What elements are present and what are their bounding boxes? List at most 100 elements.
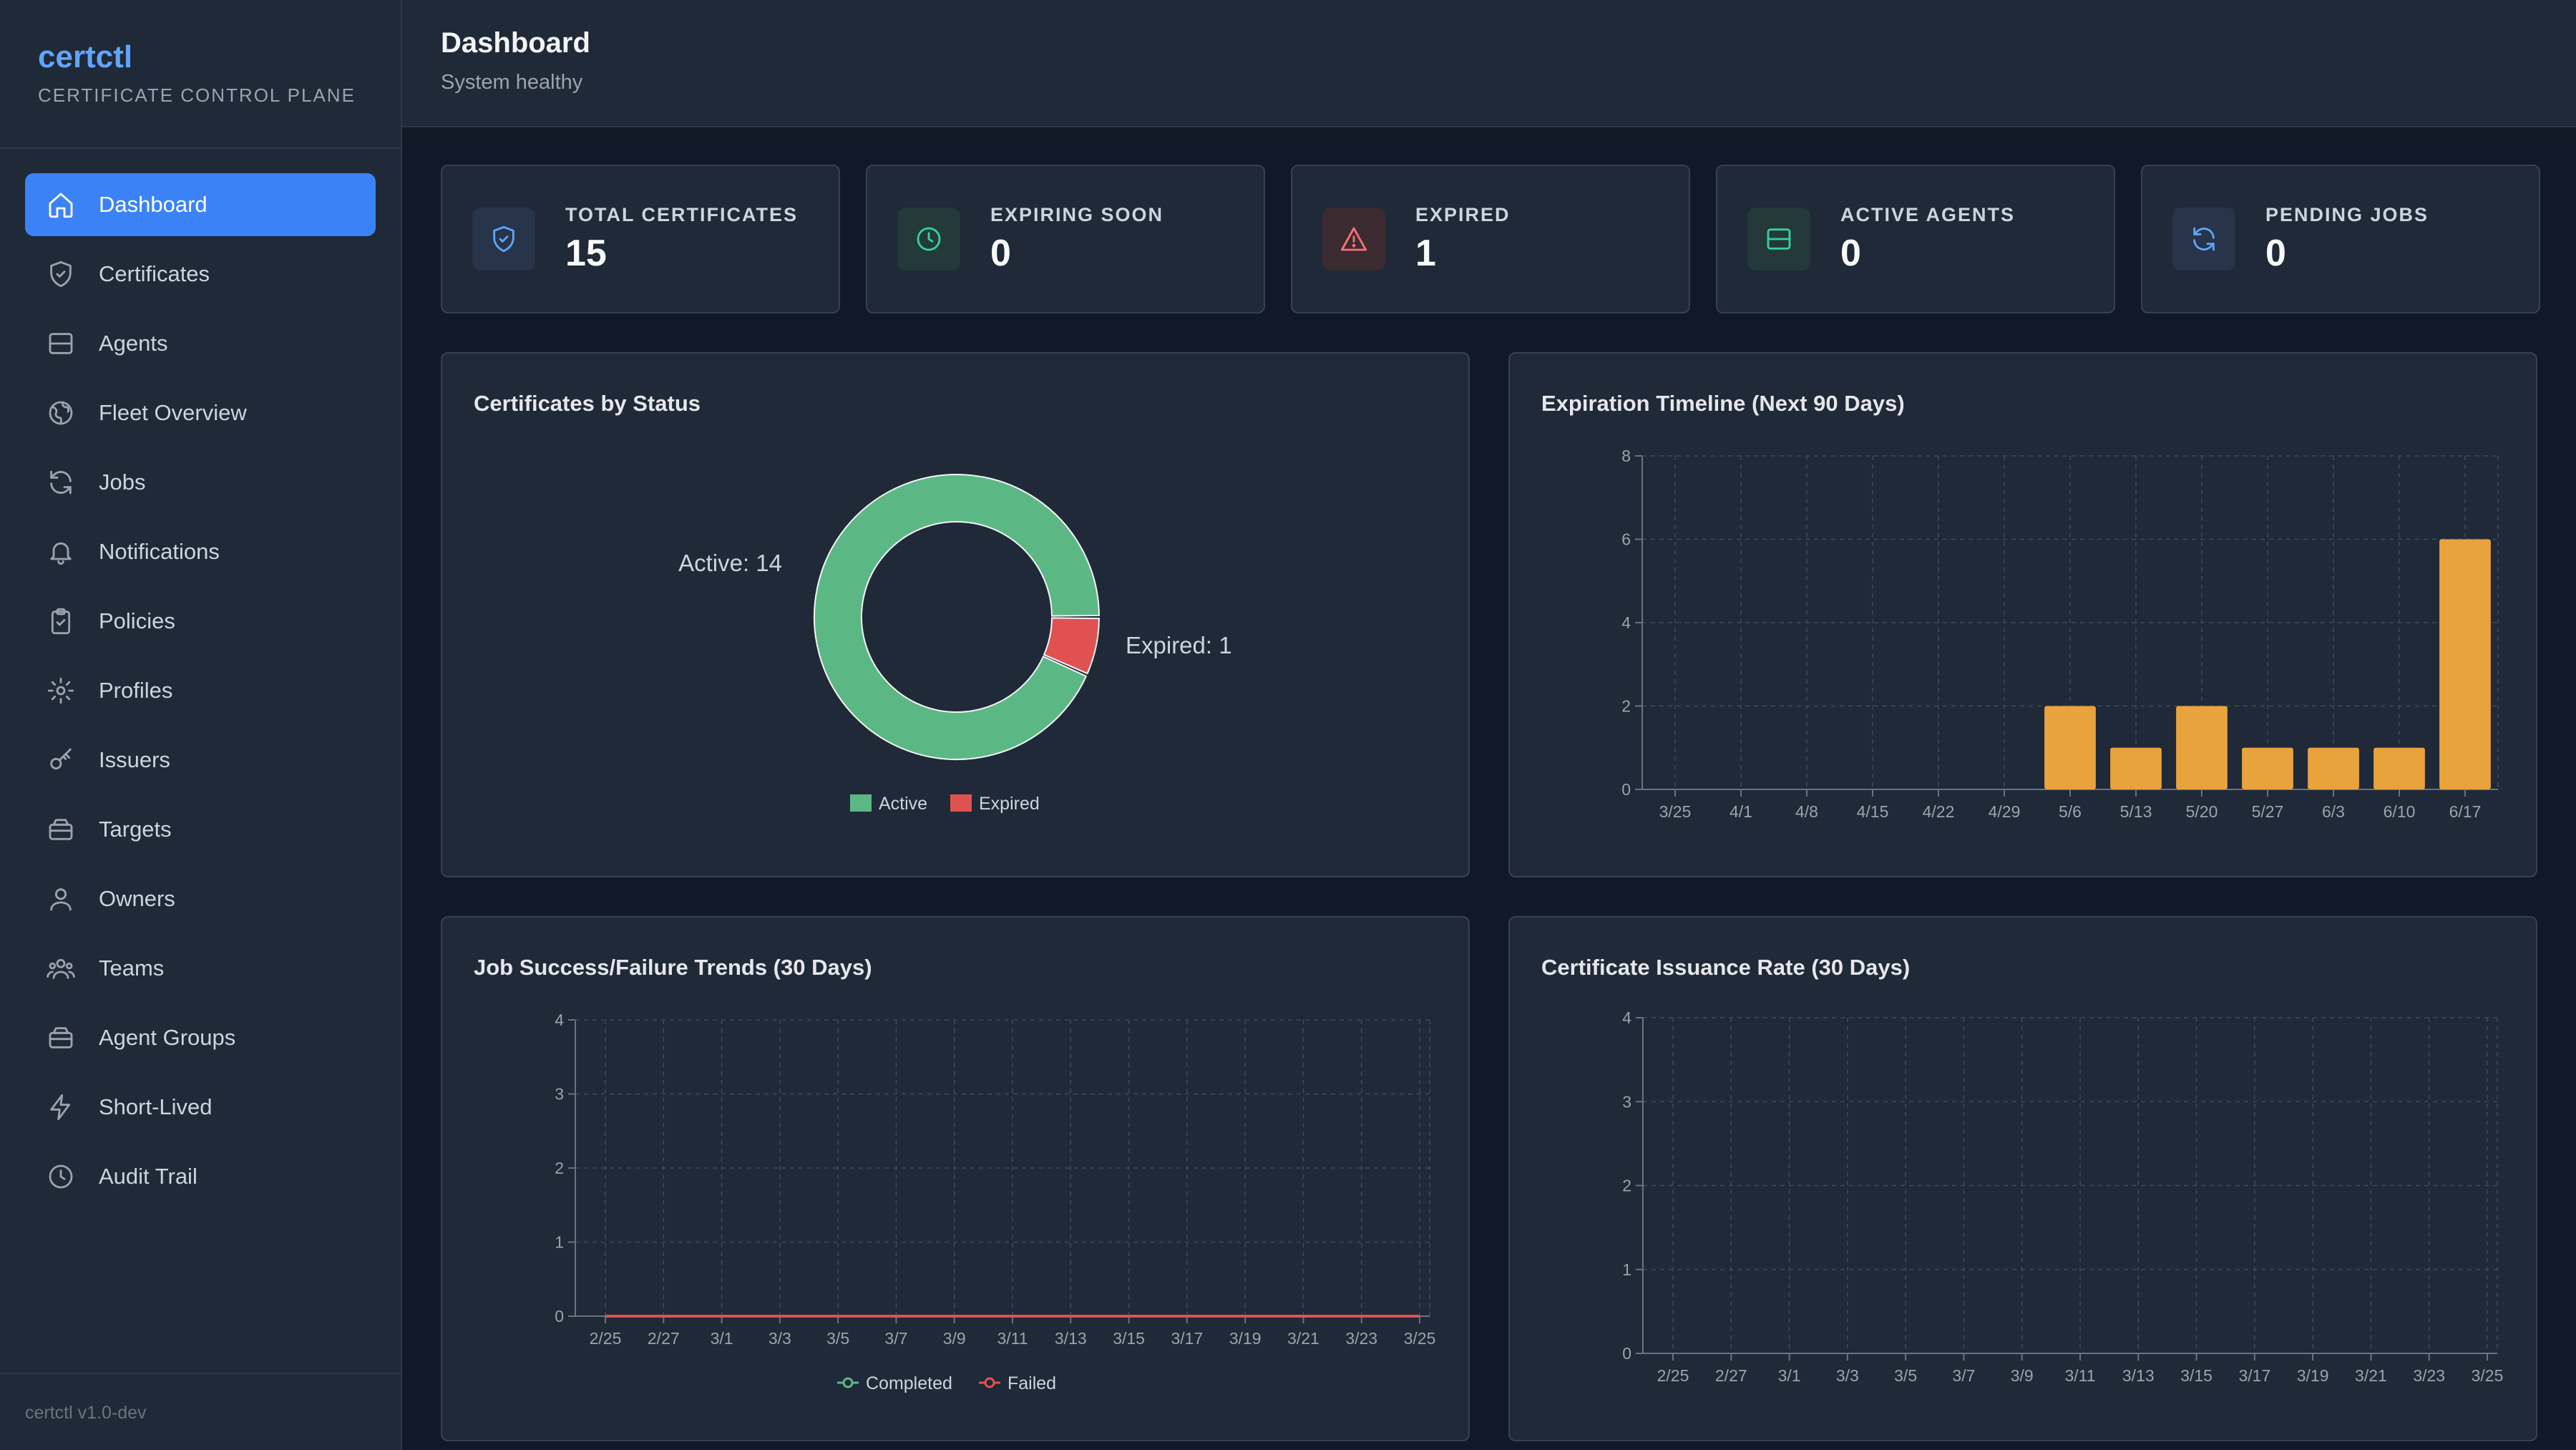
bar-6-3 — [2308, 747, 2359, 789]
stat-cards: TOTAL CERTIFICATES 15 EXPIRING SOON 0 EXPIRE… — [441, 165, 2540, 313]
user-icon — [50, 888, 72, 911]
sidebar-item-agents[interactable]: Agents — [25, 312, 376, 375]
users-icon — [47, 958, 75, 979]
panel-title: Expiration Timeline (Next 90 Days) — [1541, 391, 1905, 416]
gear-icon — [47, 677, 74, 704]
issuance-chart-panel: Certificate Issuance Rate (30 Days) 0 1 2 3… — [1508, 916, 2537, 1441]
slice-label-active: Active: 14 — [678, 550, 782, 576]
y-tick-label: 0 — [1622, 1344, 1631, 1363]
stat-card-expired[interactable]: EXPIRED 1 — [1291, 165, 1690, 313]
x-tick-label: 3/19 — [2297, 1366, 2329, 1385]
legend-marker-failed — [984, 1377, 995, 1388]
x-tick-label: 5/6 — [2059, 802, 2082, 821]
sidebar-item-fleet-overview[interactable]: Fleet Overview — [25, 381, 376, 444]
layers-icon — [49, 1027, 73, 1048]
stat-card-pending-jobs[interactable]: PENDING JOBS 0 — [2141, 165, 2540, 313]
sidebar-item-label: Agent Groups — [99, 1025, 236, 1050]
main-area: Dashboard System healthy TOTAL CERTIFICA… — [402, 0, 2576, 1450]
stat-label: EXPIRING SOON — [990, 203, 1164, 225]
x-tick-label: 3/9 — [2011, 1366, 2034, 1385]
x-tick-label: 4/8 — [1795, 802, 1818, 821]
x-tick-label: 3/11 — [2064, 1366, 2095, 1385]
x-tick-label: 3/19 — [1229, 1329, 1262, 1348]
stat-card-expiring-soon[interactable]: EXPIRING SOON 0 — [866, 165, 1265, 313]
stat-card-active-agents[interactable]: ACTIVE AGENTS 0 — [1716, 165, 2115, 313]
sidebar-item-label: Dashboard — [99, 192, 208, 217]
bar-5-6 — [2044, 706, 2096, 789]
clock-icon — [917, 227, 941, 251]
panel-title: Certificate Issuance Rate (30 Days) — [1541, 955, 1911, 980]
server-icon — [49, 333, 73, 354]
x-tick-label: 3/13 — [1055, 1329, 1087, 1348]
sidebar-item-label: Certificates — [99, 261, 210, 286]
sidebar-item-short-lived[interactable]: Short-Lived — [25, 1076, 376, 1139]
x-tick-label: 2/27 — [648, 1329, 680, 1348]
status-chart-panel: Certificates by Status Active: 14 Expired… — [441, 352, 1470, 877]
x-tick-label: 5/13 — [2120, 802, 2152, 821]
x-tick-label: 3/25 — [2472, 1366, 2504, 1385]
x-tick-label: 6/3 — [2322, 802, 2345, 821]
x-tick-label: 3/1 — [1778, 1366, 1801, 1385]
x-tick-label: 3/9 — [943, 1329, 966, 1348]
sidebar-item-audit-trail[interactable]: Audit Trail — [25, 1145, 376, 1208]
x-tick-label: 3/3 — [1836, 1366, 1859, 1385]
x-tick-label: 6/10 — [2384, 802, 2416, 821]
bar-5-20 — [2176, 706, 2228, 789]
expiration-bar-chart: 0 2 4 6 8 3/25 4/1 4/8 4/15 4/22 4/29 5/6 5/13 5/20 5/… — [1621, 447, 2499, 821]
sidebar-item-agent-groups[interactable]: Agent Groups — [25, 1006, 376, 1069]
sidebar-item-label: Policies — [99, 608, 175, 633]
stat-value: 0 — [1840, 232, 1861, 274]
x-tick-label: 3/15 — [2180, 1366, 2212, 1385]
key-icon — [50, 748, 72, 770]
legend-swatch-expired — [950, 794, 972, 812]
x-tick-label: 4/15 — [1857, 802, 1889, 821]
x-tick-label: 5/20 — [2186, 802, 2218, 821]
y-tick-label: 4 — [555, 1011, 564, 1029]
y-tick-label: 2 — [1622, 1177, 1631, 1195]
sidebar-item-owners[interactable]: Owners — [25, 867, 376, 930]
sidebar-item-profiles[interactable]: Profiles — [25, 659, 376, 722]
x-tick-label: 3/5 — [1894, 1366, 1917, 1385]
stat-icon-box — [897, 208, 960, 271]
sidebar-item-jobs[interactable]: Jobs — [25, 451, 376, 514]
slice-label-expired: Expired: 1 — [1126, 632, 1232, 658]
job-trends-line-chart: 0 1 2 3 4 2/25 2/27 3/1 3/3 3/5 3/7 3/9 3/11 3/13 3/15… — [555, 1011, 1435, 1393]
donut-slice-active — [814, 474, 1101, 760]
issuance-line-chart: 0 1 2 3 4 2/25 2/27 3/1 3/3 3/5 3/7 3/9 3/11 3/13 3/15… — [1622, 1008, 2504, 1385]
y-tick-label: 0 — [1621, 780, 1631, 799]
sidebar: certctl CERTIFICATE CONTROL PLANE Dashbo… — [0, 0, 402, 1450]
sidebar-item-notifications[interactable]: Notifications — [25, 520, 376, 583]
stat-value: 15 — [565, 232, 607, 274]
sidebar-item-issuers[interactable]: Issuers — [25, 729, 376, 792]
legend-swatch-active — [850, 794, 872, 812]
stat-icon-box — [1322, 208, 1385, 271]
page-header: Dashboard System healthy — [402, 0, 2576, 127]
x-tick-label: 2/25 — [590, 1329, 622, 1348]
stat-value: 0 — [2265, 232, 2286, 274]
brand-name[interactable]: certctl — [38, 39, 133, 74]
sidebar-item-policies[interactable]: Policies — [25, 590, 376, 653]
y-tick-label: 4 — [1622, 1008, 1631, 1027]
legend-label-completed: Completed — [866, 1373, 952, 1393]
stat-card-total-certificates[interactable]: TOTAL CERTIFICATES 15 — [441, 165, 840, 313]
sidebar-item-targets[interactable]: Targets — [25, 798, 376, 861]
dashboard-content: TOTAL CERTIFICATES 15 EXPIRING SOON 0 EXPIRE… — [402, 127, 2576, 1441]
globe-icon — [49, 401, 73, 425]
x-tick-label: 3/3 — [769, 1329, 791, 1348]
refresh-icon — [2193, 227, 2215, 251]
y-tick-label: 6 — [1621, 530, 1631, 549]
bar-6-10 — [2373, 747, 2425, 789]
x-tick-label: 3/17 — [2238, 1366, 2270, 1385]
x-tick-label: 4/22 — [1923, 802, 1955, 821]
sidebar-item-label: Fleet Overview — [99, 400, 247, 425]
sidebar-item-teams[interactable]: Teams — [25, 937, 376, 1000]
sidebar-item-certificates[interactable]: Certificates — [25, 243, 376, 306]
y-tick-label: 3 — [555, 1085, 564, 1104]
stat-label: PENDING JOBS — [2265, 203, 2429, 225]
x-tick-label: 5/27 — [2252, 802, 2284, 821]
y-tick-label: 3 — [1622, 1092, 1631, 1111]
sidebar-item-dashboard[interactable]: Dashboard — [25, 173, 376, 236]
stat-icon-box — [1747, 208, 1810, 271]
y-tick-label: 4 — [1621, 613, 1631, 632]
clipboard-check-icon — [51, 608, 71, 635]
